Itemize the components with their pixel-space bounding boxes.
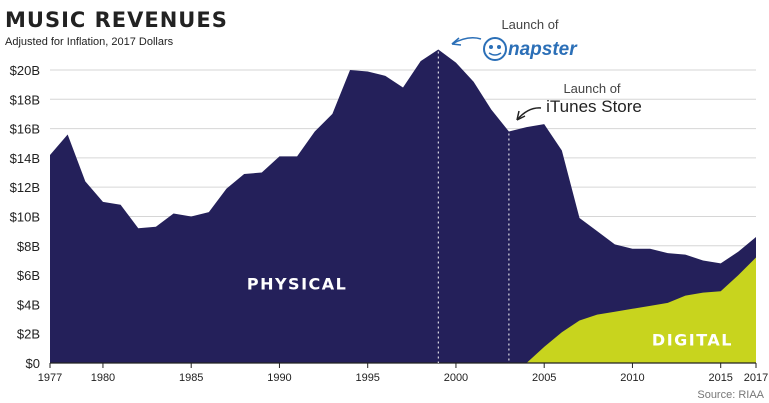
physical-area bbox=[50, 49, 756, 363]
y-tick-label: $20B bbox=[10, 63, 40, 78]
x-tick-label: 1980 bbox=[91, 372, 115, 384]
area-layers bbox=[50, 49, 756, 364]
source-note: Source: RIAA bbox=[697, 389, 764, 401]
x-tick-label: 1990 bbox=[267, 372, 291, 384]
itunes-brand-text: iTunes Store bbox=[546, 97, 642, 116]
x-tick-label: 2010 bbox=[620, 372, 644, 384]
itunes-arrowhead-icon bbox=[516, 110, 526, 121]
x-tick-label: 2000 bbox=[444, 372, 468, 384]
x-tick-label: 1977 bbox=[38, 372, 62, 384]
y-tick-label: $10B bbox=[10, 209, 40, 224]
x-tick-label: 1995 bbox=[355, 372, 379, 384]
itunes-arrow bbox=[516, 107, 542, 121]
x-tick-label: 1985 bbox=[179, 372, 203, 384]
napster-logo: napster bbox=[483, 37, 578, 61]
y-axis: $0 $2B $4B $6B $8B $10B $12B $14B $16B $18B $20B bbox=[10, 63, 40, 371]
napster-annotation-text: Launch of bbox=[501, 17, 558, 32]
napster-brand-text: napster bbox=[508, 39, 578, 60]
itunes-annotation-text: Launch of bbox=[563, 81, 620, 96]
y-tick-label: $12B bbox=[10, 180, 40, 195]
y-tick-label: $16B bbox=[10, 122, 40, 137]
y-tick-label: $0 bbox=[26, 356, 40, 371]
y-tick-label: $4B bbox=[17, 297, 40, 312]
x-tick-label: 2005 bbox=[532, 372, 556, 384]
digital-label: DIGITAL bbox=[652, 330, 733, 349]
y-tick-label: $14B bbox=[10, 151, 40, 166]
physical-label: PHYSICAL bbox=[247, 275, 348, 294]
x-tick-label: 2015 bbox=[708, 372, 732, 384]
x-tick-label: 2017 bbox=[744, 372, 768, 384]
y-tick-label: $18B bbox=[10, 92, 40, 107]
y-tick-label: $2B bbox=[17, 327, 40, 342]
x-axis: 1977 1980 1985 1990 1995 2000 2005 2010 2015 2017 bbox=[38, 363, 768, 384]
chart-title: MUSIC REVENUES bbox=[5, 8, 228, 32]
y-tick-label: $6B bbox=[17, 268, 40, 283]
chart-subtitle: Adjusted for Inflation, 2017 Dollars bbox=[5, 36, 174, 48]
napster-cat-icon bbox=[483, 37, 507, 61]
annotation-lines bbox=[437, 51, 510, 363]
digital-area bbox=[50, 257, 756, 363]
y-tick-label: $8B bbox=[17, 239, 40, 254]
napster-arrowhead-icon bbox=[451, 37, 462, 46]
